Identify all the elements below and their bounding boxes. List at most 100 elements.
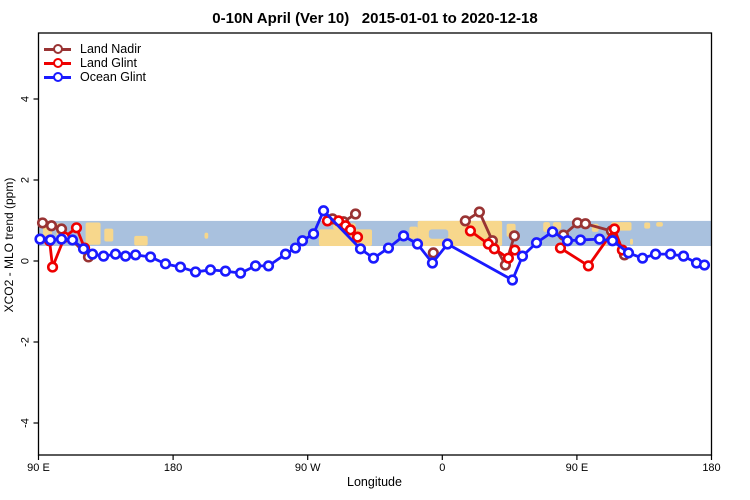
data-point (579, 218, 592, 230)
data-point (698, 259, 711, 271)
data-point (36, 217, 49, 229)
data-point (411, 238, 424, 250)
data-point (204, 264, 217, 276)
ocean-glint-marker-icon (44, 72, 71, 82)
land-nadir-marker-icon (44, 44, 71, 54)
land-patch (104, 228, 114, 242)
x-tick-label: 90 E (27, 462, 50, 474)
land-patch (409, 226, 418, 239)
data-point (45, 220, 58, 232)
data-point (307, 228, 320, 240)
data-point (97, 250, 110, 262)
legend-item-land-nadir: Land Nadir (44, 42, 146, 56)
data-point (561, 235, 574, 247)
data-point (516, 250, 529, 262)
data-point (109, 248, 122, 260)
data-point (582, 260, 595, 272)
y-axis-label: XCO2 - MLO trend (ppm) (2, 177, 16, 313)
land-patch (134, 235, 148, 246)
y-tick-label: 2 (20, 177, 32, 183)
data-point (622, 247, 635, 259)
water-patch (428, 229, 449, 239)
data-point (464, 225, 477, 237)
data-point (129, 249, 142, 261)
data-point (382, 242, 395, 254)
legend-item-ocean-glint: Ocean Glint (44, 70, 146, 84)
data-point (219, 265, 232, 277)
x-tick-label: 180 (702, 462, 720, 474)
data-point (664, 248, 677, 260)
data-point (502, 252, 515, 264)
data-point (70, 222, 83, 234)
data-point (262, 260, 275, 272)
map-band (38, 220, 712, 247)
data-point (488, 243, 500, 255)
x-axis-label: Longitude (347, 475, 402, 489)
data-point (189, 266, 202, 278)
data-point (34, 233, 46, 245)
data-point (279, 248, 292, 260)
x-tick-label: 90 W (295, 462, 321, 474)
data-point (296, 235, 309, 247)
data-point (506, 274, 519, 286)
chart-title: 0-10N April (Ver 10) 2015-01-01 to 2020-… (212, 10, 538, 27)
x-tick-label: 90 E (566, 462, 589, 474)
data-point (354, 243, 367, 255)
land-patch (629, 238, 633, 245)
data-point (367, 252, 380, 264)
data-point (397, 230, 410, 242)
x-tick-label: 0 (439, 462, 445, 474)
data-point (606, 235, 619, 247)
data-point (55, 233, 68, 245)
y-tick-label: -2 (20, 337, 32, 347)
data-point (574, 234, 587, 246)
land-patch (204, 232, 209, 239)
data-point (508, 230, 520, 242)
land-glint-marker-icon (44, 58, 71, 68)
x-tick-label: 180 (164, 462, 182, 474)
y-tick-label: 0 (20, 258, 32, 264)
data-point (144, 251, 157, 263)
data-point (159, 258, 172, 270)
data-point (441, 238, 454, 250)
y-tick-label: -4 (20, 418, 32, 428)
data-point (530, 237, 543, 249)
data-point (554, 242, 567, 254)
data-point (509, 244, 521, 256)
data-point (649, 248, 662, 260)
data-point (77, 243, 90, 255)
land-patch (85, 222, 101, 245)
land-patch (656, 222, 663, 227)
data-point (426, 257, 439, 269)
series-ocean-glint (34, 205, 711, 286)
data-point (473, 206, 485, 218)
data-point (546, 226, 559, 238)
data-point (677, 250, 690, 262)
data-point (249, 260, 262, 272)
legend-label: Ocean Glint (80, 70, 147, 84)
data-point (608, 223, 621, 235)
data-point (46, 261, 59, 273)
data-point (636, 252, 649, 264)
axes: 90 E 180 90 W 0 90 E 180 -4 -2 0 2 4 (20, 32, 721, 474)
data-point (349, 208, 362, 220)
data-point (351, 231, 364, 243)
data-point (344, 224, 357, 236)
data-point (427, 247, 439, 259)
data-point (119, 250, 132, 262)
land-patch (644, 222, 651, 229)
data-point (459, 215, 471, 227)
data-point (289, 242, 302, 254)
legend: Land Nadir Land Glint Ocean Glint (44, 42, 146, 84)
data-point (174, 261, 187, 273)
legend-label: Land Glint (80, 56, 137, 70)
legend-label: Land Nadir (80, 42, 142, 56)
data-point (317, 205, 330, 217)
data-point (86, 248, 99, 260)
data-point (66, 234, 79, 246)
legend-item-land-glint: Land Glint (44, 56, 146, 70)
data-point (44, 234, 57, 246)
data-point (593, 233, 606, 245)
